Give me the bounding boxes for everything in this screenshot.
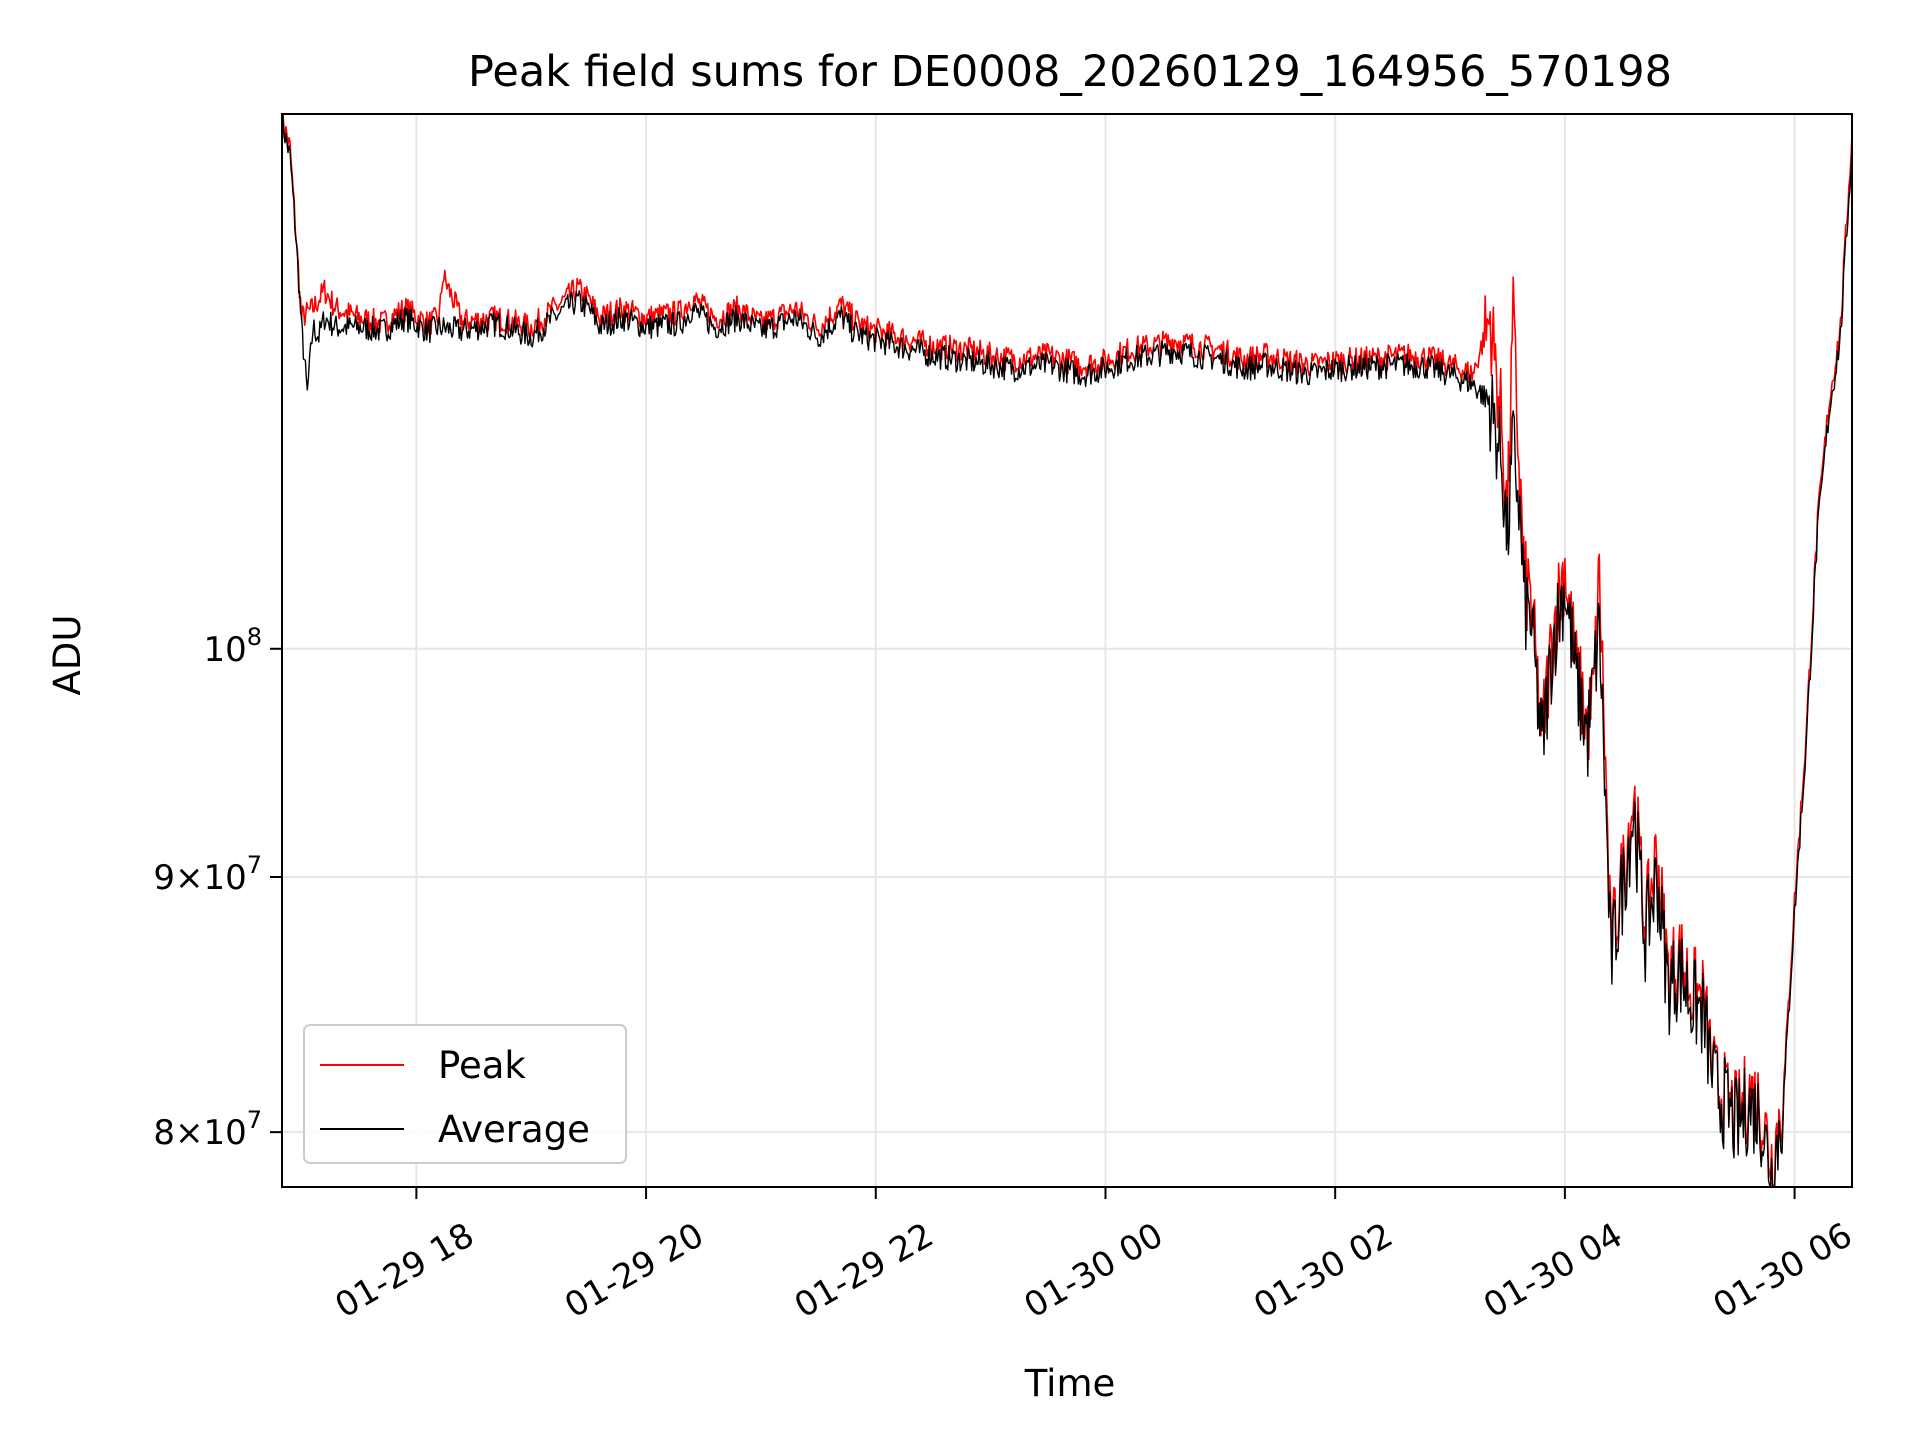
chart-title: Peak field sums for DE0008_20260129_1649… bbox=[468, 47, 1672, 97]
legend-label-average: Average bbox=[438, 1108, 590, 1151]
y-tick-exponent: 7 bbox=[247, 851, 262, 879]
y-tick-label: 108 bbox=[203, 623, 262, 670]
y-tick-label: 9×107 bbox=[153, 851, 262, 898]
series-layer bbox=[281, 113, 1853, 1188]
x-axis-label: Time bbox=[1024, 1362, 1116, 1405]
y-tick-base: 9×10 bbox=[153, 858, 246, 898]
y-tick-base: 8×10 bbox=[153, 1113, 246, 1153]
series-line-average bbox=[281, 115, 1853, 1188]
plot-frame bbox=[281, 113, 1853, 1188]
y-axis-label: ADU bbox=[46, 615, 89, 696]
legend-label-peak: Peak bbox=[438, 1044, 526, 1087]
y-tick-label: 8×107 bbox=[153, 1106, 262, 1153]
grid bbox=[282, 114, 1852, 1187]
y-tick-exponent: 7 bbox=[247, 1106, 262, 1134]
y-tick-exponent: 8 bbox=[247, 623, 262, 651]
y-tick-base: 10 bbox=[203, 630, 246, 670]
legend: Peak Average bbox=[303, 1024, 627, 1164]
